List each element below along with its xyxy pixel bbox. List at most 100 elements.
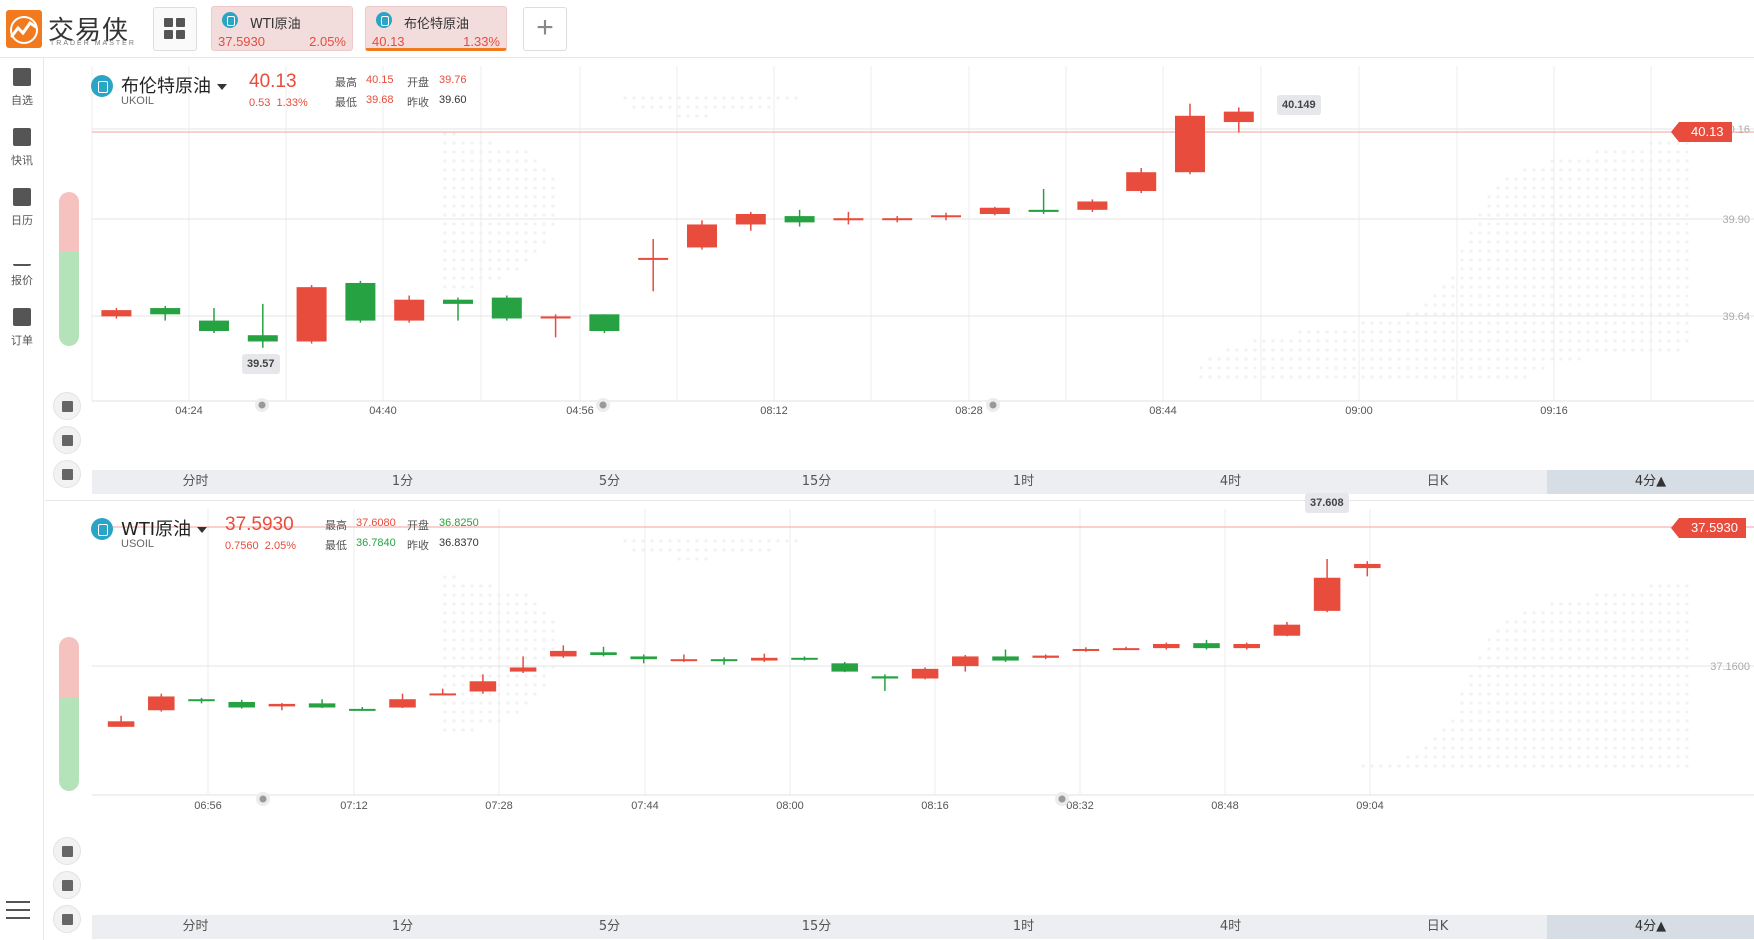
period-tab[interactable]: 日K bbox=[1426, 919, 1449, 934]
logo[interactable]: 交易侠 TRADER MASTER bbox=[6, 10, 142, 50]
candle bbox=[1153, 642, 1180, 650]
coin-icon bbox=[91, 518, 113, 540]
current-price-tag: 37.5930 bbox=[1671, 518, 1746, 538]
grid-icon bbox=[164, 18, 173, 27]
sidebar-item-quotes[interactable]: 报价 bbox=[0, 242, 44, 298]
period-tab[interactable]: 分时 bbox=[182, 474, 209, 489]
candle bbox=[1354, 561, 1381, 577]
symbol-selector[interactable]: 布伦特原油 bbox=[121, 72, 227, 98]
pencil-icon bbox=[62, 880, 73, 891]
tab-name: WTI原油 bbox=[250, 17, 301, 32]
candle-type-button[interactable] bbox=[53, 392, 81, 420]
logo-mark-icon bbox=[6, 10, 42, 48]
candle bbox=[1126, 168, 1157, 194]
draw-tool-button[interactable] bbox=[53, 871, 81, 899]
low-value: 39.68 bbox=[366, 94, 394, 106]
caret-down-icon bbox=[197, 527, 208, 533]
candle-type-button[interactable] bbox=[53, 837, 81, 865]
current-price-tag: 40.13 bbox=[1671, 122, 1732, 142]
candle bbox=[952, 655, 979, 672]
logo-text: 交易侠 bbox=[48, 16, 130, 46]
high-label: 最高 bbox=[325, 519, 347, 532]
time-axis-label: 09:04 bbox=[1356, 800, 1384, 812]
sidebar-item-calendar[interactable]: 日历 bbox=[0, 182, 44, 238]
sidebar-item-news[interactable]: 快讯 bbox=[0, 122, 44, 178]
change-percent: 2.05% bbox=[264, 540, 296, 552]
symbol-name: WTI原油 bbox=[121, 519, 192, 540]
tab-wti[interactable]: WTI原油 37.5930 2.05% bbox=[211, 6, 353, 51]
candle bbox=[101, 308, 132, 319]
sidebar-item-orders[interactable]: 订单 bbox=[0, 302, 44, 358]
max-price-tip: 37.608 bbox=[1305, 493, 1349, 513]
candlestick-chart[interactable]: 37.1600 06:56 07:12 07:28 07:44 08:00 08:16 08:… bbox=[45, 501, 1754, 921]
open-value: 36.8250 bbox=[439, 517, 479, 529]
candle bbox=[1273, 621, 1301, 637]
period-tab-selected[interactable]: 4分▲ bbox=[1547, 915, 1754, 939]
candle bbox=[148, 693, 175, 712]
period-tab[interactable]: 1时 bbox=[1012, 919, 1035, 934]
time-axis-label: 08:32 bbox=[1066, 800, 1094, 812]
grid-layout-button[interactable] bbox=[153, 7, 197, 51]
period-tab-selected[interactable]: 4分▲ bbox=[1547, 470, 1754, 494]
candle bbox=[630, 654, 657, 664]
time-axis-label: 07:28 bbox=[485, 800, 513, 812]
sidebar-item-label: 快讯 bbox=[11, 154, 33, 167]
period-tab[interactable]: 5分 bbox=[598, 919, 621, 934]
candle bbox=[911, 667, 939, 680]
logo-subtitle: TRADER MASTER bbox=[50, 40, 136, 47]
period-tab[interactable]: 4时 bbox=[1219, 919, 1242, 934]
draw-tool-button[interactable] bbox=[53, 426, 81, 454]
indicator-button[interactable] bbox=[53, 905, 81, 933]
open-label: 开盘 bbox=[407, 519, 429, 532]
sidebar-item-label: 自选 bbox=[11, 94, 33, 107]
candle bbox=[228, 699, 255, 709]
period-tab[interactable]: 日K bbox=[1426, 474, 1449, 489]
period-tab[interactable]: 1分 bbox=[391, 474, 414, 489]
candle bbox=[1313, 558, 1341, 613]
indicator-button[interactable] bbox=[53, 460, 81, 488]
period-tab[interactable]: 15分 bbox=[801, 919, 832, 934]
period-tab[interactable]: 15分 bbox=[801, 474, 832, 489]
period-tab[interactable]: 分时 bbox=[182, 919, 209, 934]
candle bbox=[589, 314, 620, 334]
candle bbox=[590, 646, 617, 657]
chart-panel-brent: 40.16 39.90 39.64 04:24 04:40 04:56 08:12 08:28… bbox=[45, 58, 1754, 498]
candle-icon bbox=[62, 401, 73, 412]
candle bbox=[931, 212, 961, 221]
candle bbox=[443, 297, 473, 321]
low-value: 36.7840 bbox=[356, 537, 396, 549]
buy-sell-ratio-bar bbox=[59, 192, 79, 346]
low-label: 最低 bbox=[335, 96, 357, 109]
candle bbox=[491, 295, 522, 321]
prev-close-value: 39.60 bbox=[439, 94, 467, 106]
sidebar-item-watchlist[interactable]: 自选 bbox=[0, 62, 44, 118]
tab-percent: 1.33% bbox=[463, 34, 500, 49]
period-tab[interactable]: 5分 bbox=[598, 474, 621, 489]
high-value: 40.15 bbox=[366, 74, 394, 86]
period-tab[interactable]: 1分 bbox=[391, 919, 414, 934]
menu-list-icon[interactable] bbox=[6, 899, 30, 921]
period-tab[interactable]: 1时 bbox=[1012, 474, 1035, 489]
buy-sell-ratio-bar bbox=[59, 637, 79, 791]
prev-close-label: 昨收 bbox=[407, 539, 429, 552]
tab-percent: 2.05% bbox=[309, 34, 346, 49]
price-axis-label: 37.1600 bbox=[1710, 661, 1750, 673]
current-price: 37.5930 bbox=[225, 514, 294, 535]
tab-brent[interactable]: 布伦特原油 40.13 1.33% bbox=[365, 6, 507, 51]
tab-price: 37.5930 bbox=[218, 34, 265, 49]
candle bbox=[871, 674, 899, 691]
period-tab[interactable]: 4时 bbox=[1219, 474, 1242, 489]
candle bbox=[199, 308, 229, 334]
candle bbox=[247, 303, 278, 348]
candle bbox=[979, 206, 1010, 216]
high-label: 最高 bbox=[335, 76, 357, 89]
candle bbox=[992, 649, 1019, 662]
symbol-selector[interactable]: WTI原油 bbox=[121, 515, 208, 541]
bookmark-plus-icon bbox=[13, 68, 31, 86]
add-tab-button[interactable]: + bbox=[523, 7, 567, 51]
candle bbox=[784, 209, 815, 227]
candle bbox=[1072, 647, 1100, 652]
period-selector: 分时 1分 5分 15分 1时 4时 日K 4分▲ bbox=[92, 915, 1754, 939]
time-axis-label: 09:00 bbox=[1345, 405, 1373, 417]
